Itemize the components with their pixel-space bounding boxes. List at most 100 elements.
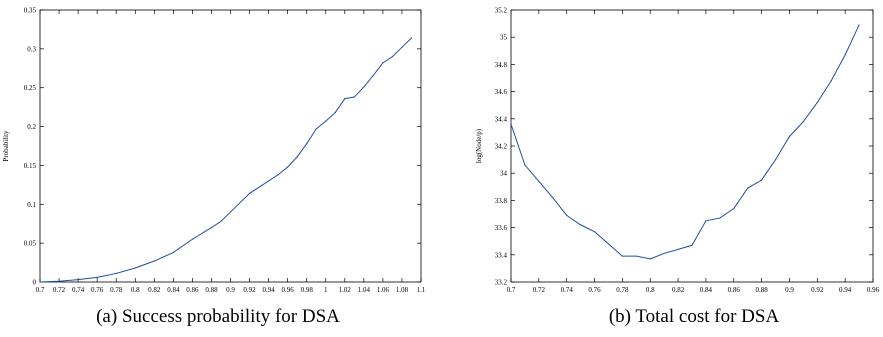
data-point	[410, 37, 413, 39]
x-tick-label: 0.92	[243, 286, 256, 294]
y-axis-label: Probability	[2, 130, 10, 162]
data-point	[172, 251, 174, 254]
x-tick-label: 0.72	[533, 286, 546, 294]
chart-a: 0.7 0.72 0.74 0.76 0.78 0.8 0.82 0.84 0.86 0.88 0.…	[2, 7, 426, 328]
x-tick-label: 0.76	[588, 286, 601, 294]
data-point	[816, 101, 818, 104]
y-tick-label: 35.2	[495, 7, 508, 15]
x-tick-label: 0.9	[226, 286, 235, 294]
x-tick-label: 0.82	[672, 286, 685, 294]
data-point	[788, 135, 791, 138]
data-point	[334, 111, 336, 114]
data-point	[325, 120, 327, 122]
data-point	[220, 220, 222, 222]
y-tick-label: 0	[33, 279, 37, 287]
data-point	[510, 123, 512, 125]
series-line	[510, 24, 860, 260]
data-point	[705, 220, 707, 222]
chart-b: 0.7 0.72 0.74 0.76 0.78 0.8 0.82 0.84 0.86 0.88 0.…	[475, 7, 880, 328]
x-tick-label: 0.88	[755, 286, 768, 294]
data-point	[691, 244, 693, 246]
data-point	[353, 96, 355, 98]
y-tick-label: 0.3	[27, 45, 36, 53]
data-point	[296, 156, 298, 158]
data-point	[382, 62, 384, 64]
x-tick-label: 0.74	[72, 286, 85, 294]
data-point	[372, 74, 374, 76]
plot-frame	[510, 9, 874, 283]
data-point	[191, 238, 193, 240]
data-point	[248, 192, 251, 195]
x-tick-label: 0.7	[507, 286, 516, 294]
x-tick-label: 1.08	[396, 286, 409, 294]
x-tick-label: 0.84	[700, 286, 713, 294]
x-tick-label: 0.86	[728, 286, 741, 294]
data-point	[607, 243, 610, 245]
x-tick-label: 0.96	[867, 286, 880, 294]
data-point	[719, 217, 721, 219]
data-point	[306, 143, 308, 145]
x-tick-label: 0.8	[646, 286, 655, 294]
data-point	[635, 255, 637, 257]
data-point	[77, 279, 79, 281]
y-tick-label: 34.2	[495, 143, 508, 151]
y-tick-label: 33.4	[495, 251, 508, 259]
data-point	[210, 227, 213, 229]
data-point	[566, 214, 568, 216]
series-line	[39, 37, 412, 283]
y-tick-label: 0.05	[24, 240, 37, 248]
y-tick-label: 33.2	[495, 279, 508, 287]
y-tick-label: 35	[500, 34, 508, 42]
data-point	[277, 174, 279, 176]
data-point	[134, 267, 136, 269]
data-point	[593, 231, 596, 233]
x-tick-label: 1	[324, 286, 328, 294]
data-point	[858, 24, 860, 26]
x-tick-label: 0.92	[811, 286, 824, 294]
y-tick-label: 33.8	[495, 197, 508, 205]
y-tick-label: 34	[500, 170, 508, 178]
data-point	[39, 281, 41, 283]
data-point	[761, 179, 763, 181]
data-point	[621, 255, 623, 257]
x-tick-label: 0.98	[301, 286, 314, 294]
x-tick-label: 1.02	[339, 286, 352, 294]
data-point	[663, 252, 665, 255]
x-tick-label: 0.82	[148, 286, 161, 294]
data-point	[96, 276, 98, 278]
data-point	[524, 164, 526, 166]
data-point	[401, 46, 403, 48]
y-tick-label: 33.6	[495, 224, 508, 232]
y-tick-label: 0.25	[24, 84, 37, 92]
x-tick-label: 0.78	[110, 286, 123, 294]
x-tick-label: 1.04	[358, 286, 371, 294]
x-tick-label: 0.94	[839, 286, 852, 294]
data-point	[58, 280, 60, 282]
y-axis-label: log(Node/p)	[475, 128, 483, 163]
chart-caption: (a) Success probability for DSA	[96, 306, 340, 327]
x-tick-label: 0.8	[131, 286, 140, 294]
data-point	[580, 224, 582, 226]
data-point	[747, 187, 749, 189]
data-point	[774, 159, 777, 161]
y-tick-label: 0.35	[24, 7, 37, 15]
y-tick-label: 0.1	[27, 201, 36, 209]
data-point	[733, 207, 735, 210]
data-point	[315, 128, 317, 130]
x-tick-label: 0.7	[36, 286, 45, 294]
chart-caption: (b) Total cost for DSA	[609, 306, 780, 327]
y-tick-label: 34.8	[495, 61, 508, 69]
data-point	[802, 120, 804, 123]
data-point	[153, 260, 155, 262]
y-tick-label: 0.2	[27, 123, 36, 131]
data-point	[844, 54, 846, 56]
y-tick-label: 0.15	[24, 162, 37, 170]
data-point	[287, 166, 289, 168]
x-tick-label: 0.88	[205, 286, 218, 294]
x-tick-label: 1.1	[417, 286, 426, 294]
x-tick-label: 0.9	[785, 286, 794, 294]
y-tick-label: 34.4	[495, 115, 508, 123]
x-tick-label: 0.96	[282, 286, 295, 294]
data-point	[830, 80, 832, 82]
